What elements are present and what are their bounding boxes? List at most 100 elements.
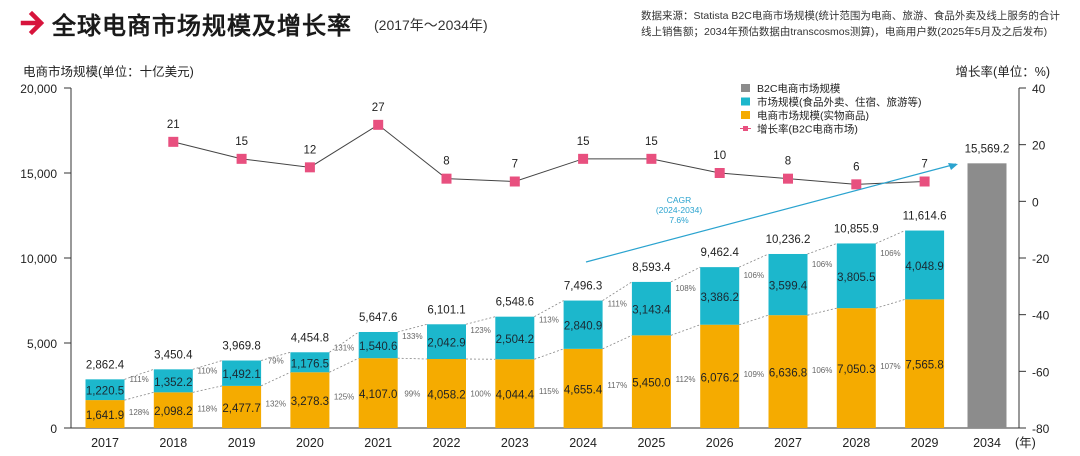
yoy-service-label: 131% — [334, 344, 354, 353]
x-tick-label: 2027 — [774, 436, 802, 450]
connector-line-goods — [875, 298, 906, 309]
bar-goods — [153, 392, 193, 428]
x-tick-label: 2020 — [296, 436, 324, 450]
bar-goods — [563, 348, 603, 428]
bar-service-label: 1,220.5 — [86, 386, 124, 398]
cagr-label: 7.6% — [669, 215, 689, 225]
connector-line-goods — [329, 357, 359, 373]
x-tick-label: 2026 — [706, 436, 734, 450]
growth-rate-line — [173, 124, 925, 185]
x-tick-label: 2018 — [159, 436, 187, 450]
x-tick-label: 2019 — [228, 436, 256, 450]
yoy-service-label: 106% — [744, 271, 764, 280]
data-source-note: 数据来源：Statista B2C电商市场规模(统计范围为电商、旅游、食品外卖及… — [641, 10, 1060, 38]
growth-rate-label: 21 — [167, 119, 180, 131]
connector-line-goods — [534, 348, 564, 360]
connector-line-total — [670, 266, 701, 283]
bar-total-label: 10,855.9 — [834, 223, 879, 235]
bar-service — [290, 352, 330, 373]
bar-service-label: 1,492.1 — [222, 369, 260, 381]
connector-line-goods — [807, 307, 837, 316]
bar-goods-label: 5,450.0 — [632, 378, 670, 390]
bar-total-label: 3,969.8 — [222, 341, 260, 353]
yoy-goods-label: 112% — [676, 375, 696, 384]
bar-total-label: 5,647.6 — [359, 312, 397, 324]
yoy-service-label: 123% — [470, 326, 490, 335]
yoy-goods-label: 109% — [744, 370, 764, 379]
bar-service-label: 3,599.4 — [769, 281, 808, 293]
growth-rate-marker — [509, 176, 520, 187]
bar-goods-label: 7,050.3 — [837, 364, 875, 376]
growth-rate-label: 15 — [235, 136, 248, 148]
legend-label: 增长率(B2C电商市场) — [757, 123, 858, 136]
bar-goods-label: 4,107.0 — [359, 389, 397, 401]
legend-swatch — [741, 84, 750, 92]
yoy-service-label: 106% — [812, 260, 832, 269]
bar-total-label: 6,101.1 — [427, 304, 465, 316]
connector-line-total — [192, 360, 223, 370]
connector-line-total — [875, 230, 906, 244]
x-tick-label: 2034 — [973, 436, 1001, 450]
connector-line-total — [807, 243, 837, 255]
cagr-arrowhead-icon — [948, 163, 958, 170]
growth-rate-marker — [783, 173, 793, 184]
yoy-service-label: 133% — [402, 332, 422, 341]
bar-service-label: 3,386.2 — [701, 292, 739, 304]
y2-tick-label: 0 — [1032, 195, 1039, 209]
bar-service-label: 1,352.2 — [154, 377, 192, 389]
bar-goods — [700, 324, 740, 428]
bar-service — [427, 324, 466, 360]
bar-goods — [358, 358, 398, 428]
growth-rate-marker — [851, 179, 862, 190]
connector-line-total — [329, 331, 359, 353]
y2-tick-label: 20 — [1032, 139, 1046, 153]
yoy-goods-label: 118% — [198, 405, 218, 414]
chart-subtitle: (2017年～2034年) — [374, 17, 488, 33]
bar-service — [153, 369, 193, 393]
x-tick-label: 2023 — [501, 436, 529, 450]
growth-rate-label: 15 — [645, 136, 658, 148]
right-arrow-icon — [20, 10, 45, 36]
yoy-service-label: 110% — [198, 366, 218, 375]
yoy-goods-label: 99% — [404, 389, 420, 398]
bar-goods-label: 2,098.2 — [154, 406, 192, 418]
bar-service — [905, 230, 945, 300]
yoy-goods-label: 125% — [334, 393, 354, 402]
y2-tick-label: -80 — [1032, 422, 1050, 436]
yoy-service-label: 79% — [268, 356, 284, 365]
x-tick-label: 2021 — [364, 436, 392, 450]
connector-line-total — [739, 253, 769, 268]
bar-service-label: 1,540.6 — [359, 341, 397, 353]
connector-line-goods — [739, 314, 769, 326]
bar-goods — [427, 359, 466, 428]
growth-rate-marker — [441, 173, 452, 184]
bar-total-label: 15,569.2 — [965, 143, 1010, 155]
bar-goods-label: 4,044.4 — [496, 390, 535, 402]
bar-goods — [768, 315, 808, 428]
bar-service — [495, 316, 535, 360]
growth-rate-label: 10 — [713, 150, 726, 162]
bar-b2c-2034 — [967, 163, 1007, 428]
yoy-goods-label: 107% — [880, 362, 900, 371]
x-tick-label: 2017 — [91, 436, 119, 450]
bar-goods — [290, 372, 330, 428]
bar-service — [358, 331, 398, 359]
bar-total-label: 4,454.8 — [291, 332, 329, 344]
growth-rate-label: 7 — [512, 159, 518, 171]
bar-service-label: 2,840.9 — [564, 321, 602, 333]
x-tick-label: 2022 — [433, 436, 461, 450]
yoy-goods-label: 100% — [470, 390, 490, 399]
bar-service — [85, 379, 125, 401]
growth-rate-label: 27 — [372, 102, 385, 114]
yoy-goods-label: 115% — [539, 387, 559, 396]
connector-line-total — [534, 300, 564, 318]
growth-rate-marker — [168, 136, 179, 147]
bar-goods — [905, 299, 945, 428]
bar-goods-label: 4,058.2 — [427, 390, 465, 402]
connector-line-goods — [260, 371, 291, 387]
legend-label: 市场规模(食品外卖、住宿、旅游等) — [757, 96, 922, 109]
y-tick-label: 5,000 — [27, 337, 57, 351]
x-tick-label: 2024 — [569, 436, 597, 450]
growth-rate-marker — [373, 119, 384, 130]
connector-line-goods — [192, 385, 223, 393]
